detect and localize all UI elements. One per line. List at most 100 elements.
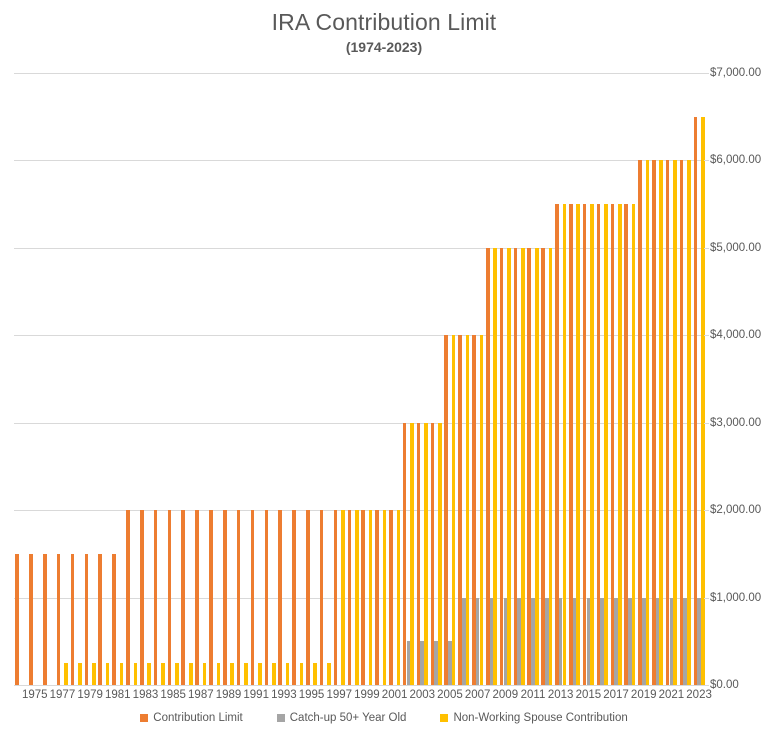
- bar-2013-catch-up[interactable]: [558, 597, 563, 685]
- bar-2022-catch-up[interactable]: [683, 597, 688, 685]
- bar-1999-spouse[interactable]: [368, 510, 373, 685]
- bar-2006-contribution-limit[interactable]: [458, 335, 462, 685]
- bar-2004-contribution-limit[interactable]: [430, 422, 435, 685]
- bar-1984-contribution-limit[interactable]: [153, 510, 158, 685]
- bar-1981-contribution-limit[interactable]: [112, 553, 116, 685]
- bar-1997-spouse[interactable]: [341, 510, 345, 685]
- bar-1979-spouse[interactable]: [92, 663, 96, 685]
- bar-1990-contribution-limit[interactable]: [236, 510, 241, 685]
- bar-2008-contribution-limit[interactable]: [485, 247, 490, 685]
- bar-2015-spouse[interactable]: [590, 204, 594, 685]
- bar-2021-catch-up[interactable]: [669, 597, 674, 685]
- bar-1996-spouse[interactable]: [327, 663, 331, 685]
- bar-1996-contribution-limit[interactable]: [319, 510, 324, 685]
- bar-1974-contribution-limit[interactable]: [15, 553, 19, 685]
- bar-2002-spouse[interactable]: [410, 422, 414, 685]
- bar-1982-spouse[interactable]: [133, 663, 138, 685]
- bar-1984-spouse[interactable]: [161, 663, 165, 685]
- bar-1986-contribution-limit[interactable]: [181, 510, 186, 685]
- bar-1998-spouse[interactable]: [355, 510, 359, 685]
- bar-1980-spouse[interactable]: [105, 663, 110, 685]
- bar-1977-spouse[interactable]: [64, 663, 68, 685]
- bar-1988-spouse[interactable]: [216, 663, 221, 685]
- bar-2015-contribution-limit[interactable]: [582, 204, 587, 685]
- bar-1991-spouse[interactable]: [258, 663, 262, 685]
- bar-1990-spouse[interactable]: [244, 663, 248, 685]
- bar-2022-contribution-limit[interactable]: [679, 160, 684, 685]
- bar-2014-contribution-limit[interactable]: [568, 204, 573, 685]
- bar-2012-contribution-limit[interactable]: [541, 247, 545, 685]
- bar-1978-spouse[interactable]: [78, 663, 82, 685]
- bar-2018-spouse[interactable]: [631, 204, 636, 685]
- bar-1983-contribution-limit[interactable]: [139, 510, 144, 685]
- bar-2008-catch-up[interactable]: [489, 597, 494, 685]
- bar-2017-spouse[interactable]: [617, 204, 622, 685]
- bar-2011-spouse[interactable]: [534, 247, 539, 685]
- bar-2005-catch-up[interactable]: [448, 641, 452, 685]
- bar-1995-spouse[interactable]: [313, 663, 318, 685]
- bar-1991-contribution-limit[interactable]: [250, 510, 255, 685]
- bar-1981-spouse[interactable]: [119, 663, 124, 685]
- bar-2003-catch-up[interactable]: [420, 641, 425, 685]
- bar-1988-contribution-limit[interactable]: [209, 510, 213, 685]
- bar-2013-contribution-limit[interactable]: [555, 204, 559, 685]
- bar-1978-contribution-limit[interactable]: [70, 553, 75, 685]
- bar-2014-catch-up[interactable]: [572, 597, 577, 685]
- bar-2020-spouse[interactable]: [659, 160, 664, 685]
- bar-1979-contribution-limit[interactable]: [84, 553, 89, 685]
- bar-2023-catch-up[interactable]: [697, 597, 701, 685]
- bar-2013-spouse[interactable]: [562, 204, 567, 685]
- bar-1985-contribution-limit[interactable]: [167, 510, 172, 685]
- bar-1993-contribution-limit[interactable]: [278, 510, 282, 685]
- bar-2007-contribution-limit[interactable]: [472, 335, 476, 685]
- bar-2018-contribution-limit[interactable]: [624, 204, 628, 685]
- bar-2023-contribution-limit[interactable]: [693, 116, 698, 685]
- bar-2001-contribution-limit[interactable]: [389, 510, 393, 685]
- bar-1980-contribution-limit[interactable]: [98, 553, 103, 685]
- bar-2012-spouse[interactable]: [548, 247, 553, 685]
- bar-2005-spouse[interactable]: [451, 335, 456, 685]
- bar-1993-spouse[interactable]: [285, 663, 290, 685]
- bar-2005-contribution-limit[interactable]: [444, 335, 449, 685]
- bar-1994-contribution-limit[interactable]: [292, 510, 296, 685]
- bar-2015-catch-up[interactable]: [586, 597, 591, 685]
- bar-2021-spouse[interactable]: [673, 160, 677, 685]
- bar-1983-spouse[interactable]: [147, 663, 151, 685]
- bar-2009-catch-up[interactable]: [503, 597, 508, 685]
- bar-2019-catch-up[interactable]: [641, 597, 646, 685]
- legend-item-2[interactable]: Non-Working Spouse Contribution: [440, 712, 628, 724]
- bar-2017-catch-up[interactable]: [614, 597, 618, 685]
- bar-1985-spouse[interactable]: [175, 663, 179, 685]
- bar-1992-spouse[interactable]: [271, 663, 276, 685]
- bar-2016-catch-up[interactable]: [600, 597, 604, 685]
- bar-2018-catch-up[interactable]: [628, 597, 632, 685]
- bar-1987-spouse[interactable]: [202, 663, 207, 685]
- bar-1987-contribution-limit[interactable]: [195, 510, 199, 685]
- legend-item-0[interactable]: Contribution Limit: [140, 712, 243, 724]
- bar-1976-contribution-limit[interactable]: [43, 553, 47, 685]
- bar-2019-contribution-limit[interactable]: [638, 160, 642, 685]
- bar-2016-spouse[interactable]: [604, 204, 608, 685]
- bar-2014-spouse[interactable]: [576, 204, 581, 685]
- bar-2011-contribution-limit[interactable]: [527, 247, 532, 685]
- bar-1994-spouse[interactable]: [299, 663, 304, 685]
- bar-1997-contribution-limit[interactable]: [333, 510, 338, 685]
- bar-2011-catch-up[interactable]: [531, 597, 535, 685]
- legend-item-1[interactable]: Catch-up 50+ Year Old: [276, 712, 406, 724]
- bar-2020-contribution-limit[interactable]: [652, 160, 656, 685]
- bar-2022-spouse[interactable]: [687, 160, 691, 685]
- bar-2023-spouse[interactable]: [701, 116, 705, 685]
- bar-2002-catch-up[interactable]: [406, 641, 411, 685]
- bar-2020-catch-up[interactable]: [655, 597, 660, 685]
- bar-2007-catch-up[interactable]: [475, 597, 480, 685]
- bar-2009-spouse[interactable]: [507, 247, 511, 685]
- bar-1986-spouse[interactable]: [188, 663, 193, 685]
- bar-1992-contribution-limit[interactable]: [264, 510, 269, 685]
- bar-2003-contribution-limit[interactable]: [416, 422, 421, 685]
- bar-1989-spouse[interactable]: [230, 663, 235, 685]
- bar-2008-spouse[interactable]: [493, 247, 497, 685]
- bar-2006-spouse[interactable]: [465, 335, 470, 685]
- bar-2006-catch-up[interactable]: [461, 597, 466, 685]
- bar-2012-catch-up[interactable]: [545, 597, 549, 685]
- bar-2010-spouse[interactable]: [521, 247, 525, 685]
